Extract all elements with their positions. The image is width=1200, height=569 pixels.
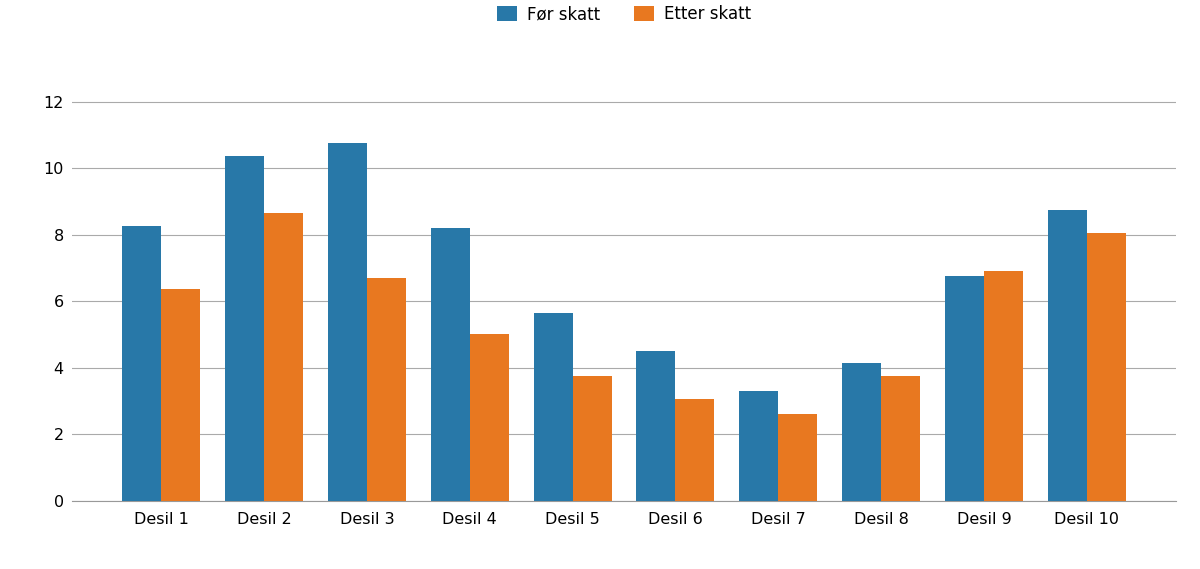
Bar xyxy=(881,376,920,501)
Bar xyxy=(161,290,200,501)
Bar xyxy=(469,335,509,501)
Bar xyxy=(226,156,264,501)
Bar xyxy=(676,399,714,501)
Bar xyxy=(984,271,1022,501)
Bar xyxy=(636,351,676,501)
Bar xyxy=(739,391,779,501)
Bar xyxy=(1087,233,1126,501)
Bar xyxy=(328,143,367,501)
Bar xyxy=(1048,209,1087,501)
Bar xyxy=(842,362,881,501)
Bar xyxy=(779,414,817,501)
Bar xyxy=(572,376,612,501)
Bar xyxy=(122,226,161,501)
Legend: Før skatt, Etter skatt: Før skatt, Etter skatt xyxy=(491,0,757,30)
Bar xyxy=(264,213,304,501)
Bar xyxy=(944,276,984,501)
Bar xyxy=(534,313,572,501)
Bar xyxy=(431,228,469,501)
Bar xyxy=(367,278,406,501)
